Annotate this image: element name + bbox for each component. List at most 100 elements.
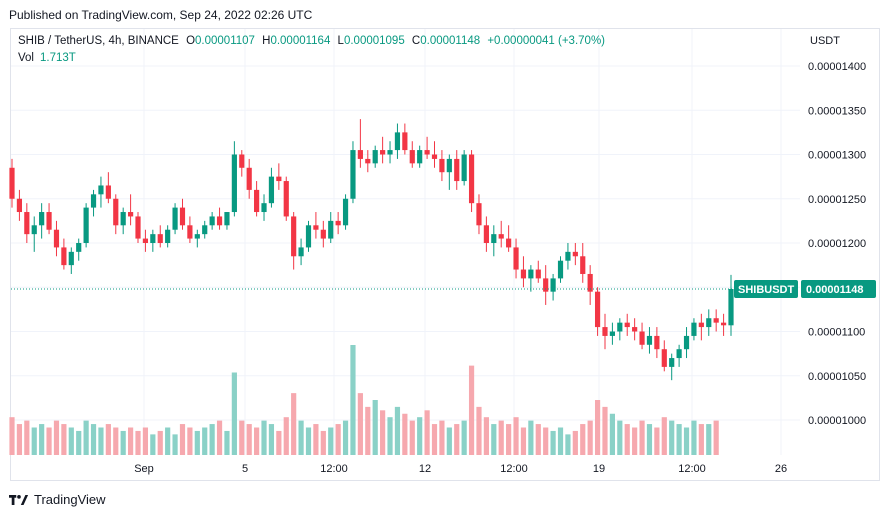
candle-body [313, 225, 319, 230]
candle-body [646, 335, 653, 345]
candle-body [276, 176, 282, 182]
volume-bar [305, 427, 312, 455]
tradingview-footer[interactable]: TradingView [9, 492, 106, 507]
volume-bar [120, 430, 126, 455]
volume-bar [609, 413, 615, 455]
price-tick-label: 0.00001250 [808, 194, 866, 206]
volume-bar [446, 427, 452, 455]
candle-body [380, 150, 386, 155]
candle-body [261, 203, 267, 213]
volume-bar [231, 372, 237, 455]
volume-bar [557, 427, 564, 455]
candle-body [387, 150, 393, 155]
volume-bar [424, 410, 430, 455]
candle-body [431, 154, 438, 159]
volume-bar [454, 424, 460, 455]
volume-bar [9, 417, 15, 455]
candle-body [209, 216, 215, 226]
candle-body [394, 132, 401, 151]
candle-body [609, 331, 615, 336]
time-tick-label: 12:00 [500, 463, 528, 475]
candle-body [535, 269, 541, 279]
time-axis: Sep 5 12:00 12 12:00 19 12:00 26 [134, 463, 787, 475]
volume-bar [632, 427, 638, 455]
volume-bar [698, 424, 704, 455]
candle-body [157, 234, 163, 243]
candle-body [239, 154, 245, 168]
volume-bar [624, 424, 630, 455]
currency-label[interactable]: USDT [810, 35, 840, 47]
volume-bar [580, 424, 586, 455]
time-tick-label: 5 [242, 463, 248, 475]
volume-bar [209, 424, 215, 455]
candle-body [39, 212, 45, 226]
volume-bar [372, 400, 378, 455]
candle-body [691, 322, 697, 336]
candle-body [142, 238, 149, 243]
volume-bar [394, 406, 401, 455]
candle-body [528, 269, 534, 279]
volume-bar [216, 420, 223, 455]
volume-bar [431, 424, 438, 455]
candle-body [90, 194, 97, 208]
candle-body [557, 260, 564, 279]
volume-bar [268, 424, 275, 455]
candle-body [53, 229, 60, 248]
volume-bar [46, 427, 52, 455]
volume-bar [68, 427, 74, 455]
volume-bar [468, 365, 475, 455]
symbol-title: SHIB / TetherUS, 4h, BINANCE [18, 35, 179, 47]
candle-body [683, 335, 690, 350]
volume-bar [520, 427, 527, 455]
candle-body [357, 150, 363, 159]
volume-bar [76, 430, 82, 455]
volume-bar [328, 427, 334, 455]
volume-bar [476, 406, 482, 455]
candle-body [506, 238, 512, 248]
candle-body [194, 234, 200, 239]
candle-body [483, 225, 489, 243]
volume-bar [261, 420, 267, 455]
volume-bar [646, 424, 653, 455]
candle-body [46, 212, 52, 230]
volume-bar [587, 420, 593, 455]
volume-legend[interactable]: Vol 1.713T [18, 52, 76, 64]
chart-frame[interactable] [10, 28, 880, 481]
time-tick-label: 12:00 [678, 463, 706, 475]
volume-bar [105, 424, 111, 455]
volume-bar [39, 424, 45, 455]
candle-body [669, 358, 675, 367]
volume-bar [617, 420, 623, 455]
candle-body [713, 318, 719, 323]
candle-body [476, 203, 482, 226]
price-tick-label: 0.00001300 [808, 150, 866, 162]
candle-body [105, 185, 111, 199]
candle-body [728, 289, 734, 326]
published-caption: Published on TradingView.com, Sep 24, 20… [9, 8, 313, 22]
candle-body [68, 251, 74, 266]
volume-bar [16, 424, 23, 455]
volume-bar [239, 420, 245, 455]
volume-bar [246, 424, 252, 455]
volume-bar [90, 424, 97, 455]
open-value: 0.00001107 [195, 35, 255, 47]
volume-bar [320, 430, 326, 455]
price-tick-label: 0.00001400 [808, 61, 866, 73]
candle-body [543, 278, 549, 292]
low-value: 0.00001095 [343, 35, 405, 47]
symbol-legend[interactable]: SHIB / TetherUS, 4h, BINANCE O0.00001107… [18, 35, 609, 47]
volume-bar [676, 424, 682, 455]
candle-body [698, 322, 704, 328]
volume-bar [135, 430, 141, 455]
volume-bar [506, 424, 512, 455]
volume-bar [550, 430, 556, 455]
volume-bar [461, 420, 467, 455]
candle-body [179, 207, 186, 226]
candle-body [165, 229, 171, 243]
volume-bar [83, 420, 89, 455]
candle-body [202, 225, 208, 235]
price-tick-label: 0.00001200 [808, 238, 866, 250]
last-price-tag: SHIBUSDT 0.00001148 [734, 280, 876, 299]
ticker-tag-bg [734, 280, 798, 299]
